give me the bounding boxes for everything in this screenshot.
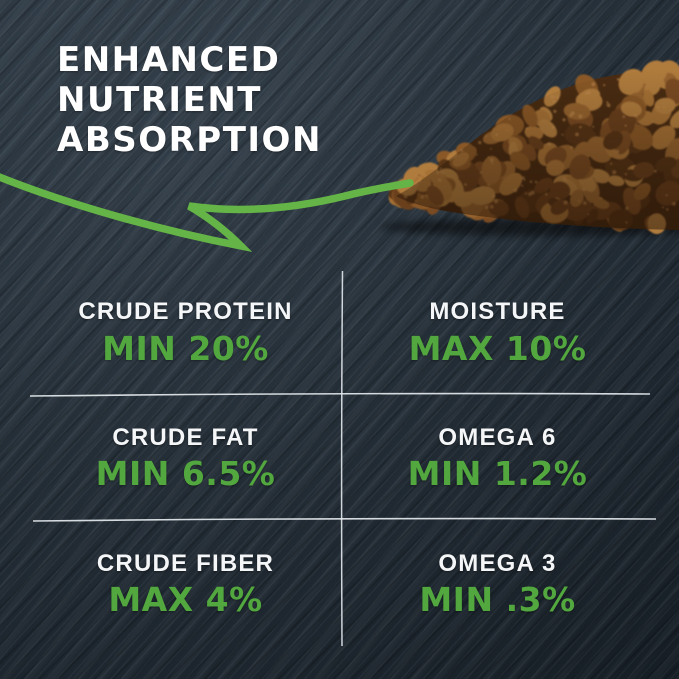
nutrition-table: CRUDE PROTEIN MIN 20% MOISTURE MAX 10% C… xyxy=(28,270,652,647)
headline-line-2: NUTRIENT xyxy=(57,80,262,120)
nutrient-label: CRUDE PROTEIN xyxy=(78,298,293,326)
nutrition-cell-crude-fat: CRUDE FAT MIN 6.5% xyxy=(28,396,343,522)
nutrition-cell-crude-fiber: CRUDE FIBER MAX 4% xyxy=(28,521,343,647)
nutrient-value: MIN 20% xyxy=(102,328,269,368)
nutrient-value: MIN 6.5% xyxy=(95,454,276,494)
nutrition-cell-moisture: MOISTURE MAX 10% xyxy=(343,270,652,396)
nutrient-value: MIN 1.2% xyxy=(407,454,588,494)
headline-line-1: ENHANCED xyxy=(57,40,281,80)
nutrient-label: OMEGA 6 xyxy=(438,423,557,451)
nutrient-label: OMEGA 3 xyxy=(438,549,557,577)
nutrient-label: CRUDE FAT xyxy=(112,423,259,451)
nutrient-value: MAX 10% xyxy=(408,328,587,368)
nutrition-cell-omega-6: OMEGA 6 MIN 1.2% xyxy=(343,396,652,522)
headline-line-3: ABSORPTION xyxy=(57,120,322,160)
nutrition-cell-omega-3: OMEGA 3 MIN .3% xyxy=(343,521,652,647)
nutrition-cell-crude-protein: CRUDE PROTEIN MIN 20% xyxy=(28,270,343,396)
headline: ENHANCED NUTRIENT ABSORPTION xyxy=(57,40,322,160)
nutrient-value: MIN .3% xyxy=(419,580,576,620)
nutrient-label: CRUDE FIBER xyxy=(96,549,275,577)
nutrient-value: MAX 4% xyxy=(108,580,263,620)
nutrient-label: MOISTURE xyxy=(429,298,566,326)
